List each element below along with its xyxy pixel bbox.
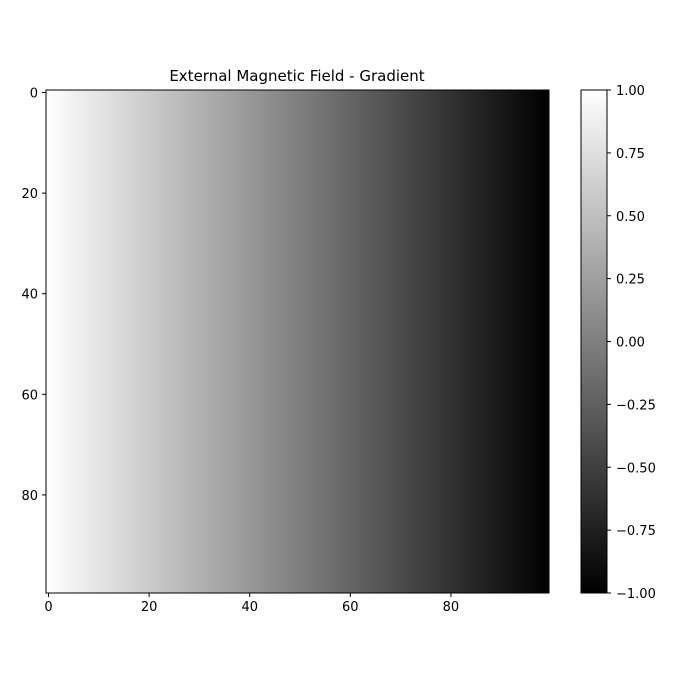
colorbar-tick-label-8: −1.00	[616, 587, 656, 602]
colorbar-tick-label-7: −0.75	[616, 524, 656, 539]
plot-frame	[45, 89, 550, 594]
colorbar	[580, 89, 608, 594]
y-tick-label-60: 60	[21, 388, 38, 403]
colorbar-tick-label-6: −0.50	[616, 461, 656, 476]
x-axis: 0 20 40 60 80	[44, 593, 459, 615]
y-axis: 0 20 40 60 80	[21, 87, 46, 504]
y-tick-label-80: 80	[21, 489, 38, 504]
colorbar-tick-label-3: 0.25	[616, 273, 645, 288]
x-tick-label-40: 40	[241, 600, 258, 615]
x-tick-label-80: 80	[443, 600, 460, 615]
y-tick-label-0: 0	[30, 87, 38, 102]
colorbar-tick-label-5: −0.25	[616, 398, 656, 413]
colorbar-axis: 1.00 0.75 0.50 0.25 0.00 −0.25 −0.50 −0.75 −1.00	[607, 84, 656, 602]
colorbar-tick-label-2: 0.50	[616, 210, 645, 225]
colorbar-tick-label-0: 1.00	[616, 84, 645, 99]
y-tick-label-40: 40	[21, 288, 38, 303]
y-tick-label-20: 20	[21, 187, 38, 202]
heatmap-image	[46, 90, 549, 593]
colorbar-tick-label-1: 0.75	[616, 147, 645, 162]
x-tick-label-60: 60	[342, 600, 359, 615]
x-tick-label-0: 0	[44, 600, 52, 615]
colorbar-tick-label-4: 0.00	[616, 336, 645, 351]
x-tick-label-20: 20	[141, 600, 158, 615]
chart-title: External Magnetic Field - Gradient	[169, 67, 424, 85]
